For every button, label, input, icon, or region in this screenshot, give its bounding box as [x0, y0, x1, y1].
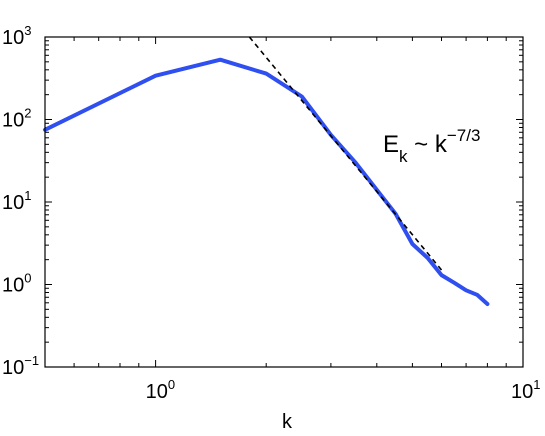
- x-axis-label: k: [282, 411, 293, 433]
- annotation: Ek ~ k−7/3: [383, 126, 480, 166]
- annotation-main: E: [383, 131, 399, 158]
- y-tick-label: 101: [2, 188, 31, 214]
- x-tick-label: 100: [146, 377, 175, 403]
- spectrum-line: [43, 57, 490, 306]
- series-layer: [43, 36, 490, 306]
- annotation-sup: −7/3: [447, 126, 481, 145]
- y-tick-label: 103: [2, 23, 31, 49]
- y-tick-label: 100: [2, 271, 31, 297]
- y-tick-label: 102: [2, 106, 31, 132]
- x-tick-label: 101: [511, 377, 540, 403]
- annotation-sub: k: [399, 147, 408, 166]
- tick-labels: 100 101 10−1 100 101 102 103: [2, 23, 540, 403]
- plot-frame: [44, 36, 524, 368]
- annotation-rest: ~ k: [408, 131, 448, 158]
- y-tick-label: 10−1: [2, 353, 39, 379]
